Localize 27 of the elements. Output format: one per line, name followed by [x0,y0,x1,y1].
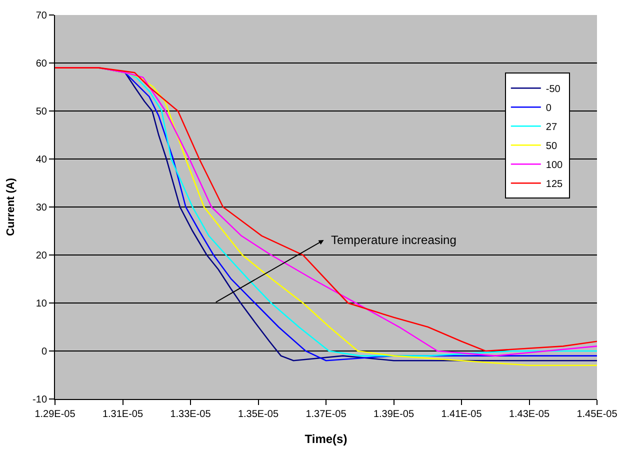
legend-label: -50 [546,84,561,95]
y-tick-label: 10 [36,298,48,310]
y-tick-label: 70 [36,10,48,22]
y-tick-label: 60 [36,58,48,70]
y-tick-label: 50 [36,106,48,118]
x-tick-label: 1.31E-05 [102,409,144,420]
y-tick-label: 0 [41,346,48,358]
x-tick-label: 1.41E-05 [441,409,482,420]
x-tick-label: 1.37E-05 [306,409,347,420]
legend-label: 0 [546,103,552,114]
x-tick-label: 1.39E-05 [373,409,414,420]
x-tick-label: 1.29E-05 [34,409,76,420]
x-tick-label: 1.35E-05 [238,409,279,420]
x-tick-label: 1.43E-05 [508,409,550,420]
y-tick-label: 20 [36,250,48,262]
y-tick-label: 30 [36,202,48,214]
y-tick-label: -10 [32,394,48,406]
legend-label: 125 [546,179,564,190]
legend-label: 100 [546,160,564,171]
x-axis-title: Time(s) [304,432,348,446]
y-axis-title: Current (A) [5,178,18,236]
x-tick-label: 1.45E-05 [576,409,618,420]
legend-label: 50 [546,141,558,152]
annotation: Temperature increasing [331,233,456,247]
y-tick-label: 40 [36,154,48,166]
x-tick-label: 1.33E-05 [170,409,212,420]
legend-label: 27 [546,122,558,133]
